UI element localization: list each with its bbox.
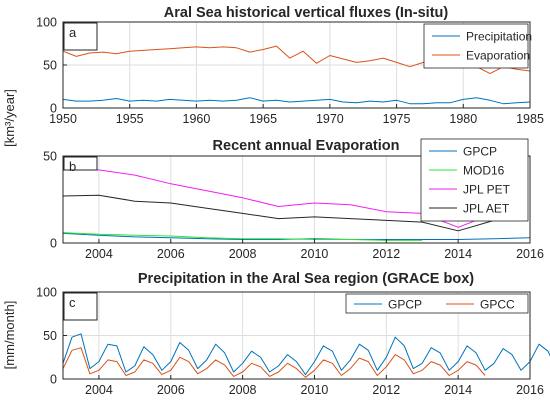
panel-a: Aral Sea historical vertical fluxes (In-… — [36, 5, 544, 126]
axes-frame — [62, 155, 531, 244]
x-tick-label-2004: 2004 — [85, 383, 113, 397]
x-tick-label-2016: 2016 — [516, 383, 544, 397]
ylabel-lower: [mm/month] — [2, 301, 17, 370]
y-tick-label-0: 0 — [50, 237, 57, 251]
legend-box — [420, 138, 529, 222]
x-tick-label-2016: 2016 — [516, 247, 544, 261]
x-tick-label-2012: 2012 — [372, 247, 400, 261]
x-tick-label-2014: 2014 — [444, 383, 472, 397]
panel-b-title: Recent annual Evaporation — [213, 138, 400, 154]
ylabel-upper: [km³/year] — [2, 89, 17, 147]
y-tick-label-100: 100 — [36, 16, 57, 30]
y-tick-label-50: 50 — [43, 329, 57, 343]
x-tick-label-1965: 1965 — [249, 112, 277, 126]
legend-label-jpl-aet: JPL AET — [463, 202, 510, 216]
series-line-mod16 — [62, 232, 423, 241]
y-tick-label-50: 50 — [43, 150, 57, 164]
x-tick-label-2014: 2014 — [444, 247, 472, 261]
panel-letter-box — [63, 22, 98, 51]
x-tick-label-2004: 2004 — [85, 247, 113, 261]
y-tick-label-0: 0 — [50, 102, 57, 116]
panel-a-title: Aral Sea historical vertical fluxes (In-… — [164, 5, 449, 21]
x-tick-label-1960: 1960 — [183, 112, 211, 126]
legend-label-jpl-pet: JPL PET — [463, 183, 511, 197]
series-line-gpcp — [62, 333, 550, 376]
x-tick-label-1975: 1975 — [383, 112, 411, 126]
legend-label-evaporation: Evaporation — [466, 49, 530, 63]
x-tick-label-1970: 1970 — [316, 112, 344, 126]
x-tick-label-2008: 2008 — [229, 247, 257, 261]
y-tick-label-100: 100 — [36, 286, 57, 300]
panel-letter: a — [69, 25, 77, 40]
series-line-gpcp — [62, 232, 531, 240]
x-tick-label-2012: 2012 — [372, 383, 400, 397]
x-tick-label-2006: 2006 — [157, 247, 185, 261]
x-tick-label-1980: 1980 — [449, 112, 477, 126]
x-tick-label-2010: 2010 — [301, 247, 329, 261]
legend-box — [423, 23, 529, 69]
y-tick-label-50: 50 — [43, 59, 57, 73]
x-tick-label-1955: 1955 — [116, 112, 144, 126]
legend-label-gpcp: GPCP — [463, 145, 497, 159]
legend-label-mod16: MOD16 — [463, 164, 505, 178]
legend-box — [345, 293, 529, 314]
series-line-gpcc — [62, 347, 486, 378]
x-tick-label-1950: 1950 — [49, 112, 77, 126]
x-tick-label-2010: 2010 — [301, 383, 329, 397]
legend-label-gpcc: GPCC — [480, 298, 515, 312]
series-line-jpl-aet — [62, 194, 495, 232]
panel-c-title: Precipitation in the Aral Sea region (GR… — [138, 271, 474, 287]
legend-label-precipitation: Precipitation — [466, 30, 532, 44]
x-tick-label-1985: 1985 — [516, 112, 544, 126]
x-tick-label-2008: 2008 — [229, 383, 257, 397]
x-tick-label-2006: 2006 — [157, 383, 185, 397]
legend-label-gpcp: GPCP — [388, 298, 422, 312]
panel-c: Precipitation in the Aral Sea region (GR… — [36, 271, 550, 397]
series-line-precipitation — [62, 97, 531, 105]
panel-b: Recent annual Evaporation 2004 2006 2008 20… — [43, 138, 544, 261]
panel-letter: c — [69, 295, 76, 310]
panel-letter-box — [63, 292, 98, 321]
panel-letter: b — [69, 159, 76, 174]
y-tick-label-0: 0 — [50, 373, 57, 387]
panel-letter-box — [63, 156, 98, 171]
